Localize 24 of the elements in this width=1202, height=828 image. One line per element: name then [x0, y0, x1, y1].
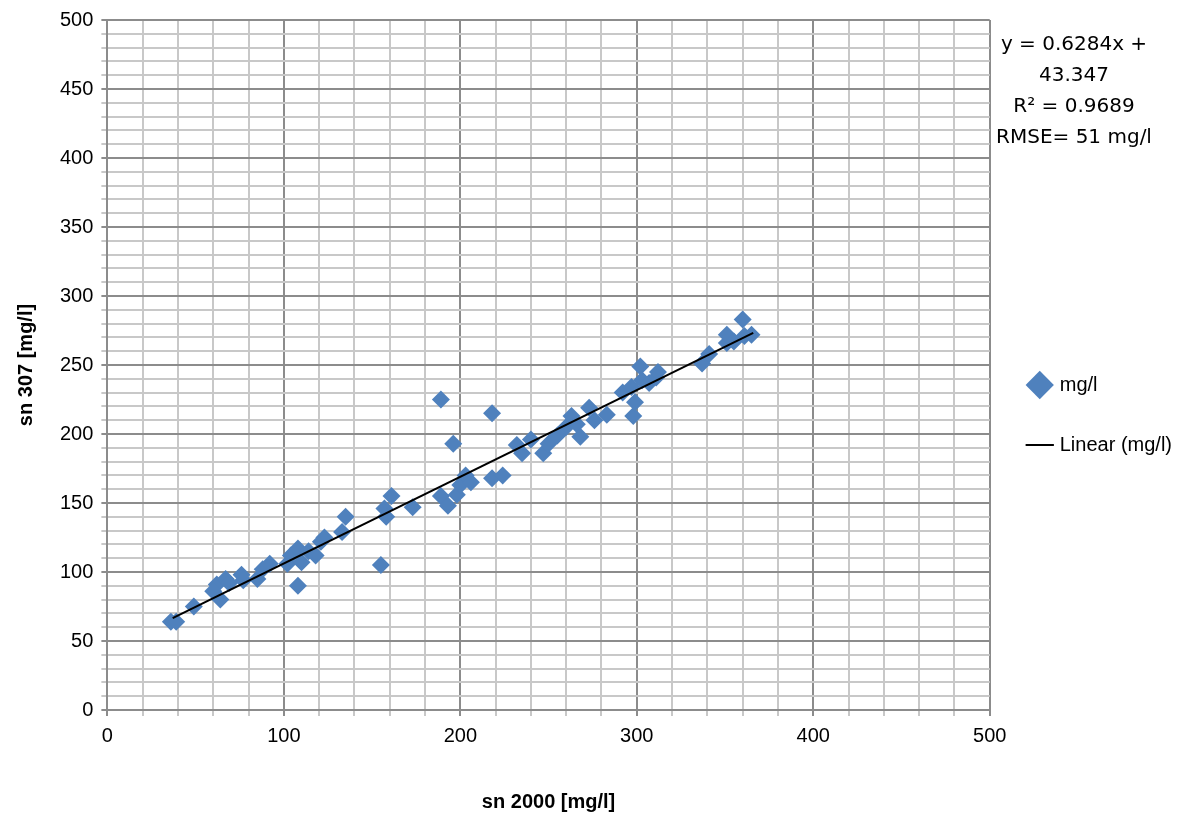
- text: RMSE= 51 mg/l: [995, 123, 1153, 150]
- x-tick-label: 300: [620, 723, 654, 746]
- x-axis-title: sn 2000 [mg/l]: [481, 789, 616, 812]
- x-tick-label: 500: [973, 723, 1007, 746]
- y-tick-label: 500: [59, 7, 94, 30]
- x-tick-label: 100: [267, 723, 301, 746]
- y-tick-label: 200: [59, 421, 94, 444]
- y-tick-label: 400: [59, 145, 94, 168]
- text: R² = 0.9689: [1012, 92, 1136, 119]
- legend-label: mg/l: [1059, 372, 1098, 395]
- y-tick-label: 150: [59, 490, 94, 513]
- x-tick-label: 0: [101, 723, 113, 746]
- y-tick-label: 50: [71, 628, 94, 651]
- y-tick-label: 450: [59, 76, 94, 99]
- y-tick-label: 350: [59, 214, 94, 237]
- text: y = 0.6284x + 43.347: [999, 30, 1149, 88]
- y-tick-label: 250: [59, 352, 94, 375]
- x-tick-label: 200: [443, 723, 478, 746]
- y-tick-label: 300: [59, 283, 94, 306]
- y-tick-label: 0: [82, 697, 94, 720]
- legend-label: Linear (mg/l): [1059, 432, 1173, 455]
- x-tick-label: 400: [796, 723, 830, 746]
- y-tick-label: 100: [59, 559, 94, 582]
- y-axis-title: sn 307 [mg/l]: [13, 303, 36, 427]
